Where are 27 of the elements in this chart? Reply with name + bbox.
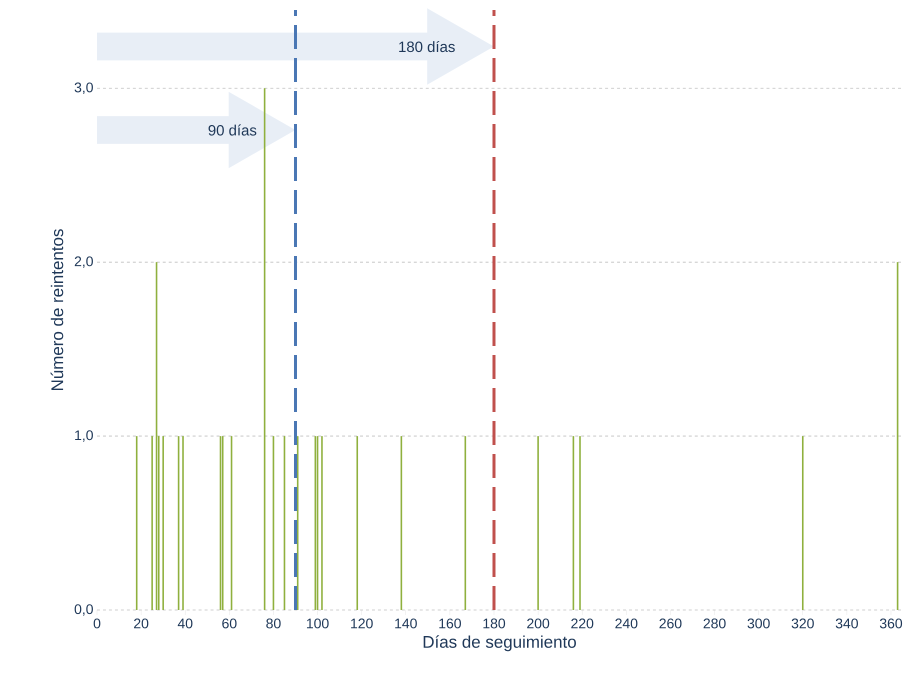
x-tick-label: 220 [571, 618, 594, 628]
x-tick-label: 320 [792, 618, 814, 628]
x-tick-label: 280 [704, 618, 726, 628]
x-tick-label: 180 [483, 618, 506, 628]
x-tick-label: 60 [222, 618, 237, 628]
x-tick-label: 260 [660, 618, 682, 628]
x-tick-label: 140 [395, 618, 417, 628]
y-tick-label: 3,0 [74, 82, 93, 94]
x-tick-label: 80 [266, 618, 281, 628]
x-tick-label: 240 [615, 618, 638, 628]
ref-line-label: 180 días [399, 40, 455, 52]
x-tick-label: 200 [527, 618, 550, 628]
ref-line-label: 90 días [208, 124, 256, 136]
x-tick-label: 160 [439, 618, 461, 628]
x-tick-label: 300 [748, 618, 770, 628]
x-tick-label: 40 [178, 618, 192, 628]
x-tick-label: 360 [880, 618, 902, 628]
y-tick-label: 2,0 [74, 256, 93, 268]
x-tick-label: 20 [134, 618, 148, 628]
y-axis-title: Número de reintentos [50, 229, 64, 390]
y-tick-label: 0,0 [74, 604, 93, 616]
y-tick-label: 1,0 [75, 430, 93, 442]
x-tick-label: 0 [94, 618, 100, 628]
x-axis-title: Días de seguimiento [424, 635, 576, 652]
x-tick-label: 340 [836, 618, 858, 628]
x-tick-label: 120 [351, 618, 373, 628]
x-tick-label: 100 [306, 618, 329, 628]
